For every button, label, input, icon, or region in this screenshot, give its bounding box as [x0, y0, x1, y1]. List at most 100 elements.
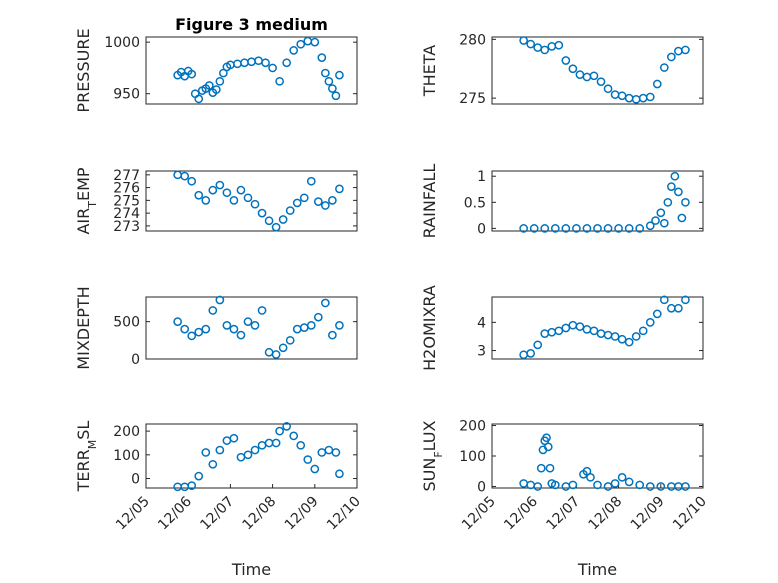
x-tick-label: 12/10 — [670, 494, 710, 534]
chart-title: Figure 3 medium — [175, 15, 328, 34]
data-point — [593, 480, 602, 490]
y-tick-label: 500 — [113, 315, 140, 331]
data-point — [187, 176, 197, 186]
data-point — [328, 330, 337, 340]
data-point — [645, 318, 655, 327]
data-point — [335, 70, 344, 80]
data-point — [586, 472, 595, 482]
axes-box — [145, 296, 358, 360]
data-point — [229, 196, 239, 205]
data-point — [282, 422, 292, 431]
data-point — [681, 45, 690, 55]
data-series — [173, 170, 344, 232]
data-point — [603, 224, 613, 233]
y-axis-label: MIXDEPTH — [74, 286, 93, 369]
data-point — [187, 69, 197, 79]
data-point — [635, 480, 645, 490]
data-point — [215, 180, 225, 190]
y-axis-label: RAINFALL — [420, 164, 439, 239]
data-point — [667, 52, 676, 62]
data-point — [250, 321, 260, 330]
data-point — [610, 479, 620, 488]
data-point — [271, 438, 281, 448]
data-series — [519, 295, 690, 360]
data-point — [299, 193, 309, 203]
data-series — [519, 171, 690, 233]
data-point — [575, 322, 585, 331]
data-point — [243, 317, 253, 327]
data-point — [659, 63, 669, 72]
data-point — [257, 306, 267, 315]
y-tick-label: 200 — [113, 424, 140, 440]
x-axis-label: Time — [231, 560, 271, 579]
y-tick-label: 277 — [113, 168, 140, 184]
data-point — [289, 46, 299, 55]
data-point — [215, 76, 225, 86]
data-point — [519, 36, 529, 45]
data-point — [243, 450, 253, 460]
data-point — [296, 440, 306, 450]
data-point — [589, 71, 599, 81]
data-point — [208, 459, 218, 469]
data-point — [526, 349, 536, 358]
data-point — [596, 77, 606, 87]
axes-box — [491, 296, 704, 360]
data-point — [638, 326, 648, 336]
data-point — [219, 68, 228, 78]
data-point — [572, 224, 581, 233]
x-tick-label: 12/07 — [197, 494, 237, 534]
y-axis-label: SUNFLUX — [420, 420, 445, 491]
data-point — [211, 85, 221, 94]
data-point — [674, 303, 683, 313]
data-point — [603, 84, 613, 94]
data-point — [208, 306, 218, 315]
data-point — [617, 334, 627, 344]
x-tick-label: 12/09 — [282, 494, 322, 534]
data-point — [568, 480, 578, 490]
data-point — [533, 340, 543, 350]
y-axis-label: H2OMIXRA — [420, 285, 439, 371]
data-point — [536, 463, 546, 473]
data-point — [236, 330, 246, 340]
data-point — [303, 455, 313, 464]
data-point — [550, 480, 560, 490]
data-point — [282, 58, 292, 68]
data-point — [250, 199, 260, 209]
subplot-7: 0 100 200 12/05 12/06 12/07 12/08 12/09 12/10 TER… — [74, 421, 364, 579]
data-point — [540, 45, 550, 55]
data-point — [229, 433, 239, 443]
data-point — [306, 176, 316, 186]
data-point — [670, 171, 680, 181]
x-tick-label: 12/06 — [501, 493, 541, 533]
data-point — [321, 201, 330, 210]
data-point — [335, 469, 344, 479]
data-point — [631, 332, 641, 341]
data-point — [652, 79, 662, 89]
axes-box — [145, 36, 358, 105]
data-point — [540, 224, 550, 233]
y-tick-label: 0 — [477, 221, 486, 237]
data-point — [187, 481, 197, 490]
data-point — [271, 350, 281, 359]
x-tick-label: 12/06 — [155, 493, 195, 533]
data-point — [268, 63, 277, 73]
x-tick-label: 12/08 — [586, 494, 626, 534]
subplot-6: 3 4 H2OMIXRA — [420, 285, 704, 371]
data-point — [201, 448, 211, 457]
data-point — [589, 326, 599, 336]
data-point — [310, 464, 320, 474]
data-point — [306, 321, 316, 330]
x-tick-label: 12/07 — [543, 494, 583, 534]
data-series — [173, 295, 344, 359]
data-series — [173, 422, 344, 492]
data-point — [667, 182, 676, 192]
y-tick-label: 0 — [131, 472, 140, 488]
data-point — [201, 196, 211, 205]
data-point — [275, 76, 284, 86]
data-point — [250, 445, 260, 455]
x-tick-label: 12/05 — [113, 494, 153, 534]
data-point — [289, 431, 299, 441]
data-point — [624, 337, 634, 347]
data-point — [201, 324, 211, 334]
